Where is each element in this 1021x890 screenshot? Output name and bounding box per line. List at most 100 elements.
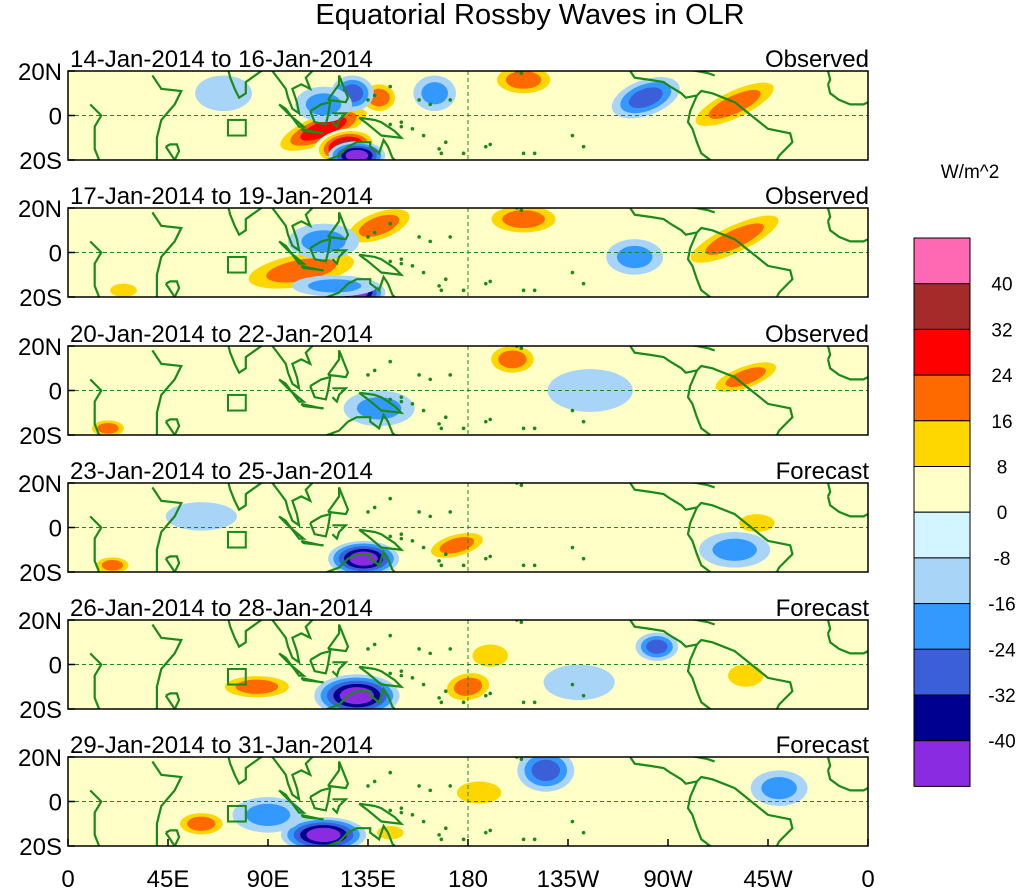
coastline <box>164 280 181 297</box>
coastline <box>192 71 265 100</box>
anomaly-cell <box>91 554 134 572</box>
x-tick-label: 45E <box>147 866 190 890</box>
island <box>570 819 575 824</box>
reference-box <box>227 667 247 686</box>
island <box>388 359 393 364</box>
island <box>421 682 426 687</box>
anomaly-cell <box>413 75 456 112</box>
island <box>388 496 393 501</box>
anomaly-cell <box>172 809 230 838</box>
colorbar-level-label: -16 <box>988 595 1015 616</box>
colorbar-swatch <box>913 374 971 422</box>
coastline <box>686 507 712 572</box>
coastlines <box>89 757 868 846</box>
island <box>366 784 370 788</box>
y-tick-label: 0 <box>49 516 62 543</box>
colorbar-units-label: W/m^2 <box>941 162 1000 183</box>
coastline <box>300 264 324 272</box>
coastline <box>826 633 868 655</box>
island <box>581 693 586 698</box>
coastline <box>629 620 794 709</box>
coastline <box>271 71 314 116</box>
coastline <box>358 802 405 826</box>
colorbar-swatch <box>913 511 971 559</box>
panel-status-label: Forecast <box>776 458 870 485</box>
coastline <box>192 346 265 375</box>
coastline <box>278 652 307 677</box>
island <box>439 837 444 842</box>
anomaly-contour <box>245 803 291 826</box>
coastline <box>327 211 350 241</box>
coastline <box>689 346 716 352</box>
island <box>399 120 404 124</box>
coastline <box>358 253 405 277</box>
island <box>483 693 488 698</box>
island <box>570 133 575 138</box>
island <box>410 402 415 406</box>
coastlines <box>89 483 868 572</box>
island <box>483 556 488 561</box>
x-tick-label: 45W <box>743 866 793 890</box>
coastlines <box>89 208 868 297</box>
island <box>388 221 393 226</box>
anomaly-cell <box>617 801 675 838</box>
panel-date-range: 26-Jan-2014 to 28-Jan-2014 <box>70 595 373 622</box>
coastline <box>629 346 794 435</box>
panel-date-range: 17-Jan-2014 to 19-Jan-2014 <box>70 183 373 210</box>
island <box>437 559 441 563</box>
coastline <box>826 71 832 85</box>
coastline <box>89 103 103 160</box>
island <box>532 563 537 568</box>
colorbar-level-label: 8 <box>997 458 1008 479</box>
coastline <box>826 346 832 360</box>
reference-box <box>227 393 247 412</box>
anomaly-contour <box>543 664 615 701</box>
island <box>483 419 488 424</box>
panel-status-label: Observed <box>765 46 869 73</box>
anomaly-field <box>195 71 787 160</box>
island <box>461 426 466 431</box>
y-tick-label: 0 <box>49 379 62 406</box>
island <box>488 691 493 696</box>
anomaly-contour <box>628 87 663 109</box>
anomaly-contour <box>646 639 668 654</box>
island <box>443 689 448 693</box>
reference-box <box>227 804 247 823</box>
colorbar-swatch <box>913 237 971 285</box>
island <box>428 514 433 519</box>
island <box>448 235 453 239</box>
island <box>519 620 524 625</box>
island <box>488 828 493 833</box>
coastline <box>331 798 349 815</box>
anomaly-contour <box>456 781 502 804</box>
panel-status-label: Observed <box>765 321 869 348</box>
island <box>461 563 466 568</box>
anomaly-contour <box>421 82 448 105</box>
island <box>437 833 441 837</box>
island <box>521 151 526 156</box>
island <box>483 281 488 286</box>
island <box>437 284 441 288</box>
island <box>483 144 488 149</box>
anomaly-cell <box>338 208 420 248</box>
coastline <box>331 112 349 129</box>
colorbar-swatch <box>913 466 971 513</box>
y-tick-label: 0 <box>49 241 62 268</box>
y-tick-label: 0 <box>49 104 62 131</box>
y-tick-label: 20N <box>18 745 62 772</box>
coastline <box>300 813 324 821</box>
island <box>428 651 433 656</box>
island <box>421 408 426 413</box>
anomaly-cell <box>188 387 260 416</box>
y-tick-label: 20S <box>19 834 62 861</box>
anomaly-cell <box>750 770 808 806</box>
coastline <box>689 208 716 214</box>
island <box>461 700 466 705</box>
island <box>532 426 537 431</box>
panel-date-range: 29-Jan-2014 to 31-Jan-2014 <box>70 732 373 759</box>
x-tick-label: 0 <box>61 866 74 890</box>
island <box>461 288 466 293</box>
coastline <box>151 760 183 846</box>
panels-group: 20N 0 20S 14-Jan-2014 to 16-Jan-2014 Observe… <box>18 46 869 861</box>
island <box>410 127 415 131</box>
